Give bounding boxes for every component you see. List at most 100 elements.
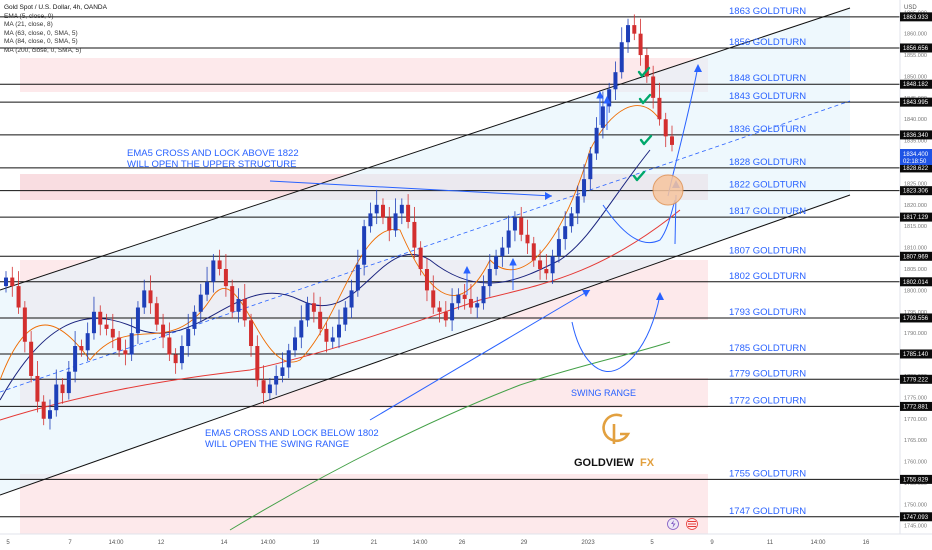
candle-body[interactable] [337, 324, 341, 338]
candle-body[interactable] [626, 25, 631, 43]
candle-body[interactable] [657, 97, 662, 120]
candle-body[interactable] [261, 380, 266, 394]
candle-body[interactable] [73, 346, 78, 372]
symbol-title[interactable]: Gold Spot / U.S. Dollar, 4h, OANDA [4, 4, 107, 11]
candle-body[interactable] [267, 384, 272, 394]
candle-body[interactable] [412, 221, 417, 248]
candle-body[interactable] [443, 311, 448, 321]
indicator-ma200[interactable]: MA (200, close, 0, SMA, 5) [4, 46, 82, 54]
candle-body[interactable] [531, 243, 536, 261]
candle-body[interactable] [594, 127, 599, 154]
candle-body[interactable] [525, 234, 530, 244]
candle-body[interactable] [16, 286, 21, 308]
candle-body[interactable] [651, 76, 656, 98]
candle-body[interactable] [22, 307, 27, 342]
candle-body[interactable] [563, 226, 568, 240]
candle-body[interactable] [544, 269, 549, 274]
indicator-ma21[interactable]: MA (21, close, 8) [4, 21, 53, 29]
candle-body[interactable] [129, 333, 134, 355]
indicator-ma63[interactable]: MA (63, close, 0, SMA, 5) [4, 29, 78, 37]
candle-body[interactable] [223, 269, 228, 287]
candle-body[interactable] [10, 277, 15, 287]
candle-body[interactable] [311, 303, 316, 312]
candle-body[interactable] [98, 311, 103, 325]
candle-body[interactable] [355, 264, 360, 291]
candle-body[interactable] [506, 230, 511, 248]
candle-body[interactable] [424, 269, 429, 291]
candle-body[interactable] [47, 410, 52, 419]
candle-body[interactable] [406, 204, 411, 222]
candle-body[interactable] [324, 328, 329, 342]
candle-body[interactable] [198, 294, 203, 312]
candle-body[interactable] [117, 337, 122, 351]
candle-body[interactable] [638, 33, 643, 56]
candle-body[interactable] [343, 307, 348, 325]
candle-body[interactable] [582, 179, 587, 197]
candle-body[interactable] [41, 401, 46, 419]
candle-body[interactable] [450, 303, 455, 321]
candle-body[interactable] [192, 311, 197, 329]
candle-body[interactable] [380, 204, 385, 218]
candle-body[interactable] [66, 371, 71, 394]
candle-body[interactable] [462, 294, 467, 299]
candle-body[interactable] [91, 311, 96, 334]
candle-body[interactable] [161, 324, 166, 338]
candle-body[interactable] [330, 337, 335, 342]
candle-body[interactable] [217, 260, 222, 269]
candle-body[interactable] [186, 328, 191, 347]
candle-body[interactable] [644, 55, 649, 77]
candle-body[interactable] [500, 247, 505, 257]
candle-body[interactable] [550, 256, 555, 274]
candle-body[interactable] [236, 298, 241, 312]
candle-body[interactable] [35, 375, 40, 402]
candle-body[interactable] [148, 290, 153, 304]
candle-body[interactable] [154, 303, 159, 325]
candle-body[interactable] [299, 320, 304, 338]
candle-body[interactable] [481, 286, 486, 304]
candle-body[interactable] [362, 226, 367, 265]
candle-body[interactable] [349, 290, 354, 308]
candle-body[interactable] [4, 277, 8, 287]
candle-body[interactable] [468, 298, 473, 308]
candle-body[interactable] [418, 247, 423, 269]
bottom-icons[interactable] [667, 518, 698, 530]
candle-body[interactable] [512, 217, 517, 231]
candle-body[interactable] [437, 307, 442, 312]
candle-body[interactable] [318, 311, 323, 329]
candle-body[interactable] [179, 346, 184, 364]
candle-body[interactable] [494, 256, 499, 269]
candle-body[interactable] [387, 217, 392, 231]
candle-body[interactable] [29, 341, 34, 376]
candle-body[interactable] [274, 375, 279, 385]
candle-body[interactable] [575, 196, 580, 214]
candle-body[interactable] [135, 307, 140, 334]
channel-mid-line[interactable] [0, 100, 851, 393]
candle-body[interactable] [255, 346, 260, 381]
candle-body[interactable] [632, 25, 637, 34]
candle-body[interactable] [104, 324, 109, 329]
candle-body[interactable] [211, 260, 216, 282]
candle-body[interactable] [613, 72, 618, 90]
candle-body[interactable] [399, 204, 404, 214]
candle-body[interactable] [230, 286, 235, 312]
candle-body[interactable] [205, 281, 210, 295]
time-axis[interactable]: 5 7 14:00 12 14 14:00 19 21 14:00 26 29 2023 5 9 11 14:… [0, 533, 932, 550]
candle-body[interactable] [60, 384, 65, 394]
candle-body[interactable] [475, 303, 480, 308]
candle-body[interactable] [607, 89, 612, 107]
candle-body[interactable] [670, 136, 674, 145]
candle-body[interactable] [173, 354, 178, 364]
candle-body[interactable] [280, 367, 285, 376]
candle-body[interactable] [242, 298, 247, 321]
candle-body[interactable] [142, 290, 147, 308]
candle-body[interactable] [663, 119, 668, 137]
candle-body[interactable] [431, 290, 436, 308]
candle-body[interactable] [600, 106, 605, 128]
candle-body[interactable] [556, 239, 561, 257]
channel-upper-line[interactable] [0, 7, 851, 291]
indicator-ema5[interactable]: EMA (5, close, 0) [4, 12, 54, 20]
price-axis[interactable]: USD 1865.0001860.0001855.0001850.0001845… [899, 0, 932, 534]
candle-body[interactable] [619, 42, 624, 73]
candle-body[interactable] [167, 337, 172, 355]
